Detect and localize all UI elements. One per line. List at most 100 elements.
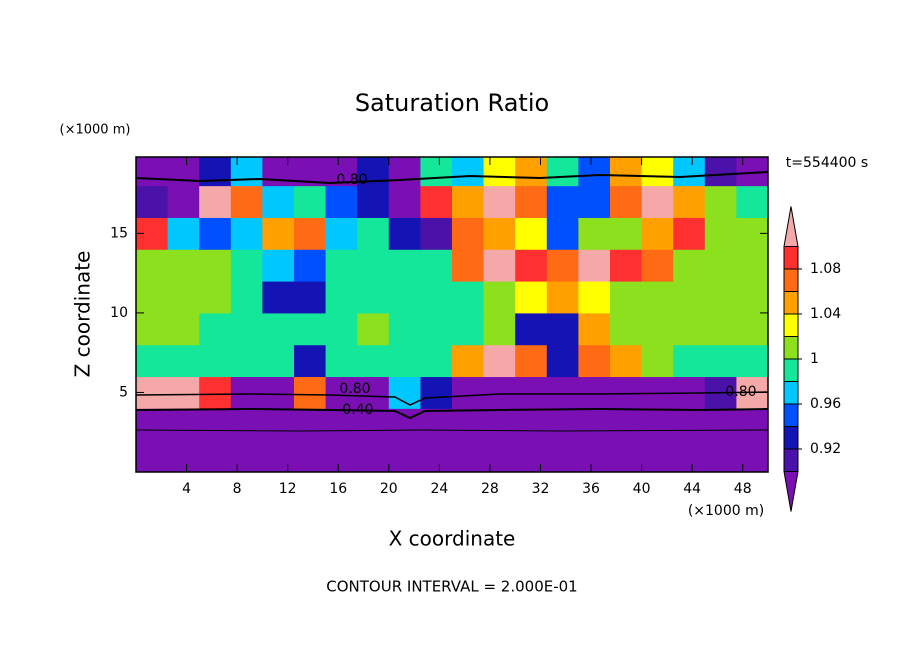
contour-cell bbox=[325, 344, 358, 378]
contour-cell bbox=[325, 281, 358, 314]
contour-cell bbox=[673, 440, 706, 472]
contour-cell bbox=[388, 157, 421, 187]
contour-cell bbox=[199, 185, 232, 218]
contour-cell bbox=[546, 344, 579, 378]
contour-cell bbox=[294, 376, 327, 409]
contour-cell bbox=[230, 344, 263, 378]
contour-cell bbox=[325, 440, 358, 472]
x-tick-label: 44 bbox=[683, 481, 701, 497]
contour-cell bbox=[673, 249, 706, 282]
contour-cell bbox=[420, 376, 453, 409]
contour-cell bbox=[230, 185, 263, 218]
contour-cell bbox=[325, 249, 358, 282]
chart-title: Saturation Ratio bbox=[355, 89, 549, 117]
contour-cell bbox=[515, 249, 548, 282]
contour-cell bbox=[515, 344, 548, 378]
contour-cell bbox=[420, 217, 453, 250]
contour-cell bbox=[199, 440, 232, 472]
contour-cell bbox=[230, 217, 263, 250]
contour-cell bbox=[578, 185, 611, 218]
contour-cell bbox=[546, 249, 579, 282]
colorbar-tick-label: 0.96 bbox=[810, 396, 841, 412]
contour-cell bbox=[136, 440, 169, 472]
contour-cell bbox=[294, 217, 327, 250]
contour-cell bbox=[357, 281, 390, 314]
contour-cell bbox=[704, 157, 737, 187]
contour-line bbox=[136, 171, 768, 185]
contour-cell bbox=[704, 249, 737, 282]
contour-cell bbox=[388, 408, 421, 441]
contour-cell bbox=[452, 376, 485, 409]
time-label: t=554400 s bbox=[786, 155, 868, 171]
contour-cell bbox=[230, 281, 263, 314]
contour-cell bbox=[610, 157, 643, 187]
contour-cell bbox=[262, 281, 295, 314]
contour-cell bbox=[199, 217, 232, 250]
contour-cell bbox=[357, 249, 390, 282]
contour-cell bbox=[136, 408, 169, 441]
contour-label: 0.40 bbox=[342, 402, 373, 418]
contour-cell bbox=[357, 185, 390, 218]
contour-cell bbox=[452, 344, 485, 378]
contour-cell bbox=[736, 185, 768, 218]
contour-cell bbox=[388, 312, 421, 346]
x-tick-label: 24 bbox=[430, 481, 448, 497]
contour-cell bbox=[357, 440, 390, 472]
contour-cell bbox=[578, 312, 611, 346]
x-unit: (×1000 m) bbox=[688, 503, 764, 519]
contour-cell bbox=[704, 185, 737, 218]
x-tick-label: 36 bbox=[582, 481, 600, 497]
contour-cell bbox=[704, 344, 737, 378]
contour-cell bbox=[136, 157, 169, 187]
contour-cell bbox=[515, 376, 548, 409]
colorbar-box bbox=[783, 403, 799, 427]
contour-cell bbox=[483, 185, 516, 218]
contour-cell bbox=[262, 408, 295, 441]
x-tick-label: 12 bbox=[279, 481, 297, 497]
contour-cell bbox=[641, 157, 674, 187]
contour-cell bbox=[641, 408, 674, 441]
x-tick-label: 48 bbox=[734, 481, 752, 497]
contour-cell bbox=[230, 312, 263, 346]
contour-cell bbox=[262, 376, 295, 409]
x-tick-label: 8 bbox=[233, 481, 242, 497]
contour-cell bbox=[673, 185, 706, 218]
contour-cell bbox=[294, 440, 327, 472]
contour-cell bbox=[136, 185, 169, 218]
contour-cell bbox=[546, 312, 579, 346]
contour-cell bbox=[388, 185, 421, 218]
contour-cell bbox=[578, 157, 611, 187]
contour-cell bbox=[262, 217, 295, 250]
contour-cell bbox=[230, 440, 263, 472]
contour-cell bbox=[452, 440, 485, 472]
contour-cell bbox=[199, 376, 232, 409]
contour-cell bbox=[167, 440, 200, 472]
contour-cell bbox=[610, 344, 643, 378]
contour-cell bbox=[167, 376, 200, 409]
contour-cell bbox=[325, 217, 358, 250]
contour-cell bbox=[452, 281, 485, 314]
contour-label: 0.80 bbox=[725, 384, 756, 400]
contour-label: 0.80 bbox=[336, 172, 367, 188]
contour-cell bbox=[136, 344, 169, 378]
colorbar-tick-label: 1.04 bbox=[810, 306, 841, 322]
contour-cell bbox=[294, 408, 327, 441]
colorbar-box bbox=[783, 336, 799, 360]
contour-cell bbox=[325, 376, 358, 409]
contour-cell bbox=[704, 312, 737, 346]
y-unit: (×1000 m) bbox=[60, 123, 131, 138]
contour-cell bbox=[388, 344, 421, 378]
contour-cell bbox=[388, 281, 421, 314]
x-tick-label: 4 bbox=[182, 481, 191, 497]
contour-cell bbox=[167, 185, 200, 218]
contour-cell bbox=[167, 408, 200, 441]
contour-cell bbox=[388, 217, 421, 250]
contour-cell bbox=[420, 344, 453, 378]
contour-cell bbox=[483, 312, 516, 346]
colorbar-box bbox=[783, 426, 799, 450]
contour-cell bbox=[483, 376, 516, 409]
contour-cell bbox=[262, 185, 295, 218]
y-tick-label: 5 bbox=[119, 384, 128, 400]
colorbar-tick-label: 1.08 bbox=[810, 261, 841, 277]
